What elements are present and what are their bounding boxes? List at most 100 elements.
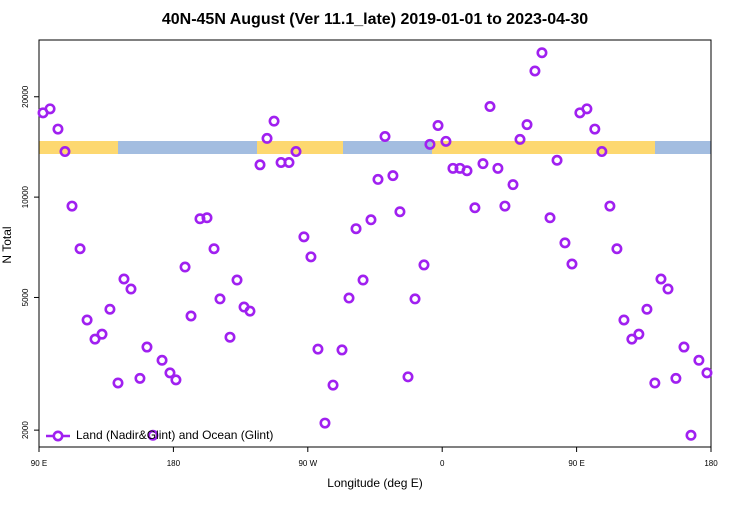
point <box>164 367 176 379</box>
point <box>678 341 690 353</box>
point <box>447 162 459 174</box>
point <box>424 138 436 150</box>
point <box>44 103 56 115</box>
point <box>261 132 273 144</box>
point <box>418 259 430 271</box>
point <box>492 162 504 174</box>
point <box>559 237 571 249</box>
x-tick-label: 180 <box>167 459 181 468</box>
y-tick-label: 20000 <box>21 85 30 108</box>
point <box>74 243 86 255</box>
point <box>66 200 78 212</box>
point <box>655 273 667 285</box>
point <box>170 374 182 386</box>
chart-title: 40N-45N August (Ver 11.1_late) 2019-01-0… <box>162 11 588 28</box>
legend-entry: Land (Nadir&Glint) and Ocean (Glint) <box>46 428 273 442</box>
point <box>156 354 168 366</box>
point <box>59 146 71 158</box>
point <box>387 170 399 182</box>
point <box>350 223 362 235</box>
point <box>141 341 153 353</box>
point <box>118 273 130 285</box>
point <box>529 65 541 77</box>
x-tick-label: 180 <box>704 459 718 468</box>
point <box>319 417 331 429</box>
point <box>298 231 310 243</box>
point <box>394 206 406 218</box>
point <box>611 243 623 255</box>
point <box>104 303 116 315</box>
point <box>365 214 377 226</box>
point <box>231 274 243 286</box>
point <box>224 331 236 343</box>
y-tick-label: 2000 <box>21 421 30 439</box>
land-band <box>257 141 343 154</box>
point <box>662 283 674 295</box>
point <box>469 202 481 214</box>
point <box>96 328 108 340</box>
point <box>379 130 391 142</box>
point <box>604 200 616 212</box>
point <box>327 379 339 391</box>
point <box>477 158 489 170</box>
y-axis-label: N Total <box>0 226 14 263</box>
point <box>343 292 355 304</box>
point <box>402 371 414 383</box>
point <box>372 173 384 185</box>
point <box>649 377 661 389</box>
point <box>125 283 137 295</box>
point <box>283 157 295 169</box>
point <box>544 212 556 224</box>
point <box>81 314 93 326</box>
land-ocean-strip <box>39 141 711 154</box>
point <box>596 146 608 158</box>
point <box>581 103 593 115</box>
x-axis-label: Longitude (deg E) <box>327 476 422 490</box>
point <box>357 274 369 286</box>
point <box>290 146 302 158</box>
point <box>336 344 348 356</box>
point <box>89 333 101 345</box>
y-tick-label: 10000 <box>21 185 30 208</box>
point <box>685 429 697 441</box>
point <box>440 135 452 147</box>
point <box>134 372 146 384</box>
point <box>254 159 266 171</box>
point <box>201 212 213 224</box>
plot-frame <box>38 39 712 448</box>
point <box>52 123 64 135</box>
x-tick-label: 90 E <box>568 459 584 468</box>
x-tick-label: 0 <box>440 459 445 468</box>
point <box>626 333 638 345</box>
point <box>312 343 324 355</box>
point <box>521 119 533 131</box>
point <box>589 123 601 135</box>
land-band <box>576 141 655 154</box>
point <box>208 243 220 255</box>
legend-marker <box>52 430 64 442</box>
point <box>268 115 280 127</box>
point <box>484 100 496 112</box>
point <box>618 314 630 326</box>
y-tick-label: 5000 <box>21 288 30 306</box>
point <box>670 372 682 384</box>
point <box>112 377 124 389</box>
legend-label: Land (Nadir&Glint) and Ocean (Glint) <box>76 428 273 442</box>
point <box>633 328 645 340</box>
point <box>244 305 256 317</box>
point <box>693 354 705 366</box>
point <box>409 293 421 305</box>
point <box>214 293 226 305</box>
point <box>507 179 519 191</box>
x-tick-label: 90 E <box>31 459 47 468</box>
point <box>536 47 548 59</box>
x-tick-label: 90 W <box>298 459 317 468</box>
point <box>147 429 159 441</box>
point <box>305 251 317 263</box>
land-band <box>39 141 118 154</box>
point <box>566 258 578 270</box>
point <box>185 310 197 322</box>
point <box>461 165 473 177</box>
